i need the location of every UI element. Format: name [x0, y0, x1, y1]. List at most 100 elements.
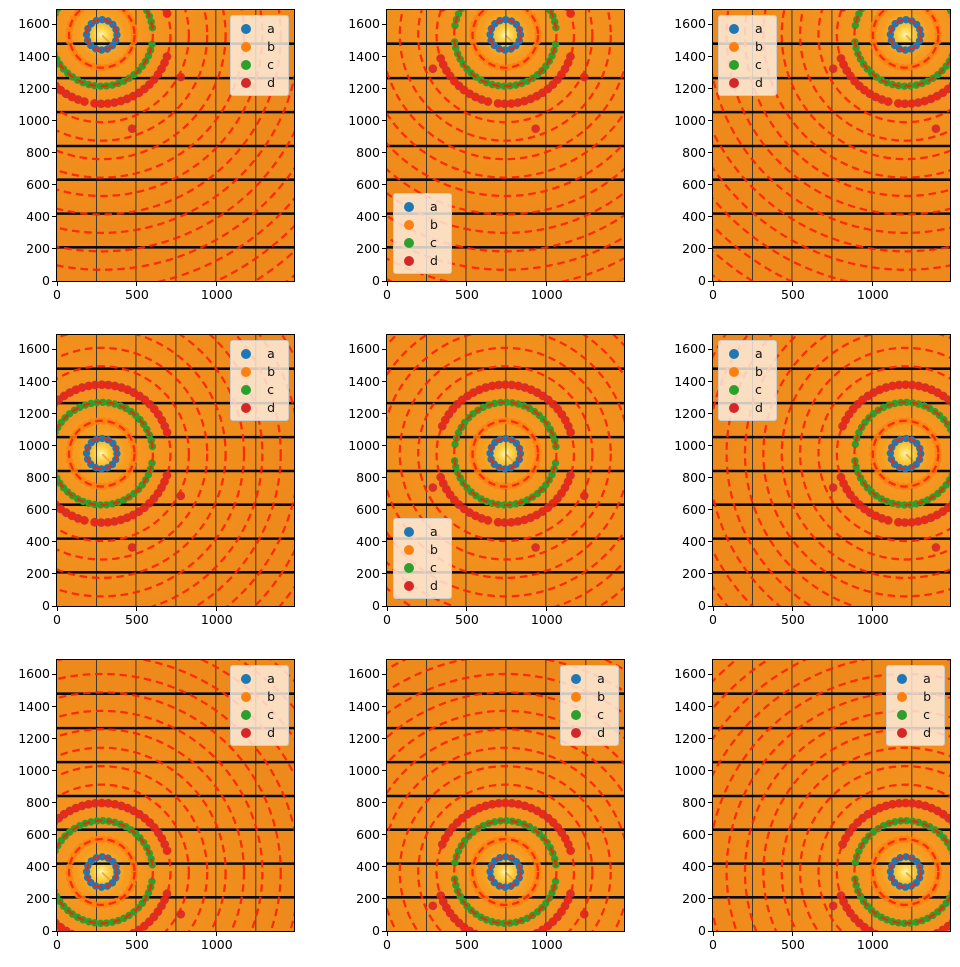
y-tick-label: 600 — [26, 826, 50, 842]
y-tick-mark — [52, 348, 56, 350]
subplot-r1c1: 0 500 1000 0 200 400 600 800 1000 1200 1400 1600 a b c… — [18, 9, 295, 302]
x-tick-label: 500 — [780, 612, 805, 627]
y-tick-label: 1400 — [18, 373, 50, 389]
x-tick-mark — [546, 932, 548, 936]
legend-marker-a-icon — [729, 23, 739, 34]
y-tick-mark — [382, 605, 386, 607]
y-tick-label: 600 — [356, 176, 380, 192]
legend-marker-a-icon — [404, 201, 414, 212]
legend-marker-d-icon — [404, 255, 414, 266]
x-tick-mark — [712, 932, 714, 936]
y-tick-mark — [52, 605, 56, 607]
legend-label: c — [755, 382, 762, 397]
y-tick-label: 1600 — [18, 341, 50, 357]
x-tick-mark — [216, 282, 218, 286]
y-tick-label: 800 — [26, 469, 50, 485]
y-tick-label: 1200 — [674, 405, 706, 421]
y-tick-mark — [382, 706, 386, 707]
x-tick-mark — [216, 932, 218, 936]
x-tick-label: 500 — [124, 287, 149, 302]
x-tick-mark — [466, 282, 468, 286]
y-tick-mark — [382, 216, 386, 218]
y-tick-mark — [382, 866, 386, 868]
y-tick-mark — [52, 56, 56, 57]
y-tick-label: 200 — [356, 890, 380, 906]
legend-entry-b: b — [241, 40, 275, 53]
subplot-r1c2: 0 500 1000 0 200 400 600 800 1000 1200 1400 1600 a b c… — [348, 9, 625, 302]
y-tick-label: 1400 — [18, 698, 50, 714]
y-tick-mark — [52, 834, 56, 836]
y-tick-label: 400 — [26, 533, 50, 549]
legend-entry-d: d — [241, 76, 275, 89]
legend-label: a — [430, 199, 438, 214]
legend-label: b — [755, 39, 763, 54]
y-tick-mark — [382, 898, 386, 900]
legend-entry-c: c — [571, 708, 605, 721]
legend-marker-a-icon — [241, 23, 252, 34]
legend-entry-c: c — [241, 58, 275, 71]
x-tick-mark — [872, 282, 874, 286]
y-tick-label: 0 — [698, 598, 706, 613]
x-tick-label: 0 — [383, 612, 391, 627]
legend-entry-d: d — [729, 401, 763, 414]
x-tick-label: 500 — [780, 937, 805, 952]
legend-label: b — [430, 217, 438, 232]
legend-marker-a-icon — [241, 348, 252, 359]
y-tick-mark — [708, 216, 712, 218]
y-tick-mark — [708, 605, 712, 607]
legend-marker-d-icon — [897, 727, 908, 738]
y-tick-mark — [708, 413, 712, 415]
legend-marker-c-icon — [571, 709, 582, 720]
legend-entry-b: b — [571, 690, 605, 703]
legend-label: c — [267, 707, 274, 722]
legend-entry-a: a — [404, 525, 438, 538]
x-tick-label: 1000 — [856, 937, 889, 952]
legend-entry-d: d — [404, 254, 438, 267]
legend-label: d — [267, 725, 275, 740]
x-tick-mark — [136, 282, 138, 286]
y-tick-label: 600 — [682, 826, 706, 842]
legend-entry-a: a — [241, 22, 275, 35]
legend-marker-c-icon — [404, 562, 414, 573]
legend-label: a — [755, 21, 763, 36]
legend-entry-d: d — [571, 726, 605, 739]
y-tick-label: 1400 — [348, 373, 380, 389]
legend-entry-b: b — [404, 543, 438, 556]
legend-label: d — [267, 75, 275, 90]
x-tick-label: 500 — [454, 937, 479, 952]
y-tick-label: 1400 — [18, 48, 50, 64]
legend-marker-d-icon — [241, 77, 252, 88]
legend-label: c — [430, 235, 437, 250]
legend-label: b — [267, 364, 275, 379]
y-tick-label: 0 — [42, 598, 50, 613]
x-tick-mark — [56, 282, 58, 286]
legend-marker-c-icon — [241, 384, 252, 395]
y-tick-label: 1000 — [674, 437, 706, 453]
y-tick-label: 1600 — [348, 16, 380, 32]
legend-entry-c: c — [729, 383, 763, 396]
legend-marker-b-icon — [729, 366, 739, 377]
legend-entry-d: d — [241, 401, 275, 414]
legend-label: b — [923, 689, 931, 704]
y-tick-mark — [52, 573, 56, 575]
y-tick-label: 1000 — [18, 762, 50, 778]
legend-entry-a: a — [729, 22, 763, 35]
x-tick-mark — [466, 607, 468, 611]
x-tick-mark — [792, 607, 794, 611]
y-tick-label: 800 — [682, 469, 706, 485]
x-tick-label: 0 — [53, 612, 61, 627]
legend-entry-b: b — [897, 690, 931, 703]
y-tick-label: 1400 — [674, 698, 706, 714]
y-tick-mark — [708, 673, 712, 675]
y-tick-label: 800 — [356, 794, 380, 810]
y-tick-mark — [382, 152, 386, 154]
y-tick-mark — [52, 541, 56, 543]
y-tick-mark — [708, 898, 712, 900]
x-tick-label: 0 — [53, 937, 61, 952]
